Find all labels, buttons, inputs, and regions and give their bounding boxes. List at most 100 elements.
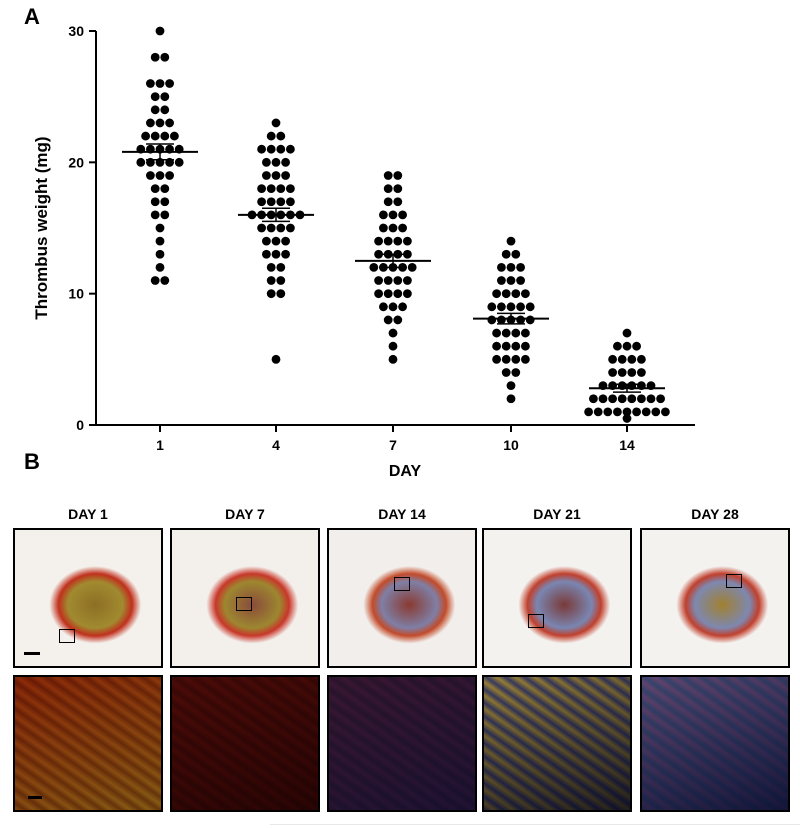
data-point [497, 263, 506, 272]
histology-zoom-image [13, 675, 163, 812]
data-point [266, 223, 276, 233]
data-point [266, 144, 276, 154]
data-point [598, 394, 608, 404]
data-point [150, 52, 160, 62]
data-point [165, 171, 175, 180]
data-point [146, 171, 155, 180]
data-point [622, 414, 632, 423]
scale-bar [28, 796, 42, 799]
region-of-interest-box [236, 597, 252, 611]
data-point [165, 79, 175, 88]
data-point [393, 171, 403, 180]
chart-marks [122, 26, 670, 423]
data-point [613, 341, 622, 351]
data-point [516, 315, 525, 325]
data-point [262, 171, 271, 180]
data-point [266, 197, 276, 207]
data-point [262, 157, 271, 167]
data-point [613, 407, 622, 417]
data-point [276, 223, 286, 233]
data-point [150, 276, 160, 285]
data-point [155, 171, 165, 180]
data-point [603, 407, 613, 417]
data-point [155, 223, 165, 233]
data-point [388, 354, 398, 364]
data-point [393, 315, 403, 325]
data-point [516, 276, 525, 285]
data-point [276, 289, 286, 299]
bottom-divider [270, 824, 800, 825]
data-point [584, 407, 593, 417]
x-axis-label: DAY [389, 463, 422, 480]
data-point [646, 394, 656, 404]
data-point [160, 105, 170, 115]
data-point [160, 276, 170, 285]
data-point [271, 118, 281, 128]
histology-zoom-image [640, 675, 790, 812]
data-point [388, 328, 398, 338]
data-point [637, 368, 646, 377]
data-point [160, 184, 170, 194]
data-point [150, 131, 160, 141]
data-point [617, 394, 627, 404]
data-point [525, 315, 535, 325]
data-point [174, 157, 184, 167]
data-point [403, 236, 412, 246]
data-point [388, 210, 398, 220]
data-point [393, 197, 403, 207]
y-tick-label: 20 [68, 154, 84, 170]
data-point [511, 368, 521, 377]
data-point [656, 394, 665, 404]
data-point [617, 368, 627, 377]
data-point [271, 354, 281, 364]
data-point [271, 171, 281, 180]
region-of-interest-box [726, 574, 742, 588]
data-point [516, 302, 525, 312]
region-of-interest-box [528, 614, 544, 628]
data-point [627, 368, 637, 377]
y-tick-label: 0 [76, 417, 84, 433]
data-point [286, 223, 295, 233]
data-point [627, 394, 637, 404]
data-point [492, 341, 501, 351]
data-point [160, 131, 170, 141]
data-point [374, 236, 383, 246]
data-point [622, 407, 632, 417]
data-point [379, 223, 388, 233]
data-point [379, 210, 388, 220]
data-point [622, 341, 632, 351]
data-point [160, 210, 170, 220]
data-point [155, 236, 165, 246]
data-point [501, 368, 511, 377]
data-point [589, 394, 598, 404]
data-point [383, 236, 393, 246]
data-point [511, 328, 521, 338]
data-point [266, 289, 276, 299]
y-tick-label: 30 [68, 23, 84, 39]
data-point [632, 341, 641, 351]
data-point [393, 289, 403, 299]
data-point [506, 394, 516, 404]
data-point [262, 236, 271, 246]
data-point [497, 315, 506, 325]
data-point [281, 249, 290, 259]
data-point [266, 263, 276, 272]
histology-column-title: DAY 28 [691, 506, 739, 522]
data-point [276, 131, 286, 141]
data-point [487, 315, 497, 325]
data-point [651, 407, 661, 417]
data-point [393, 184, 403, 194]
data-point [521, 354, 530, 364]
data-point [506, 302, 516, 312]
data-point [281, 236, 290, 246]
data-point [521, 328, 530, 338]
data-point [407, 263, 417, 272]
data-point [150, 105, 160, 115]
data-point [403, 276, 412, 285]
data-point [501, 328, 511, 338]
histology-zoom-image [170, 675, 320, 812]
region-of-interest-box [394, 577, 410, 591]
data-point [516, 263, 525, 272]
data-point [501, 289, 511, 299]
histology-column-title: DAY 1 [68, 506, 108, 522]
